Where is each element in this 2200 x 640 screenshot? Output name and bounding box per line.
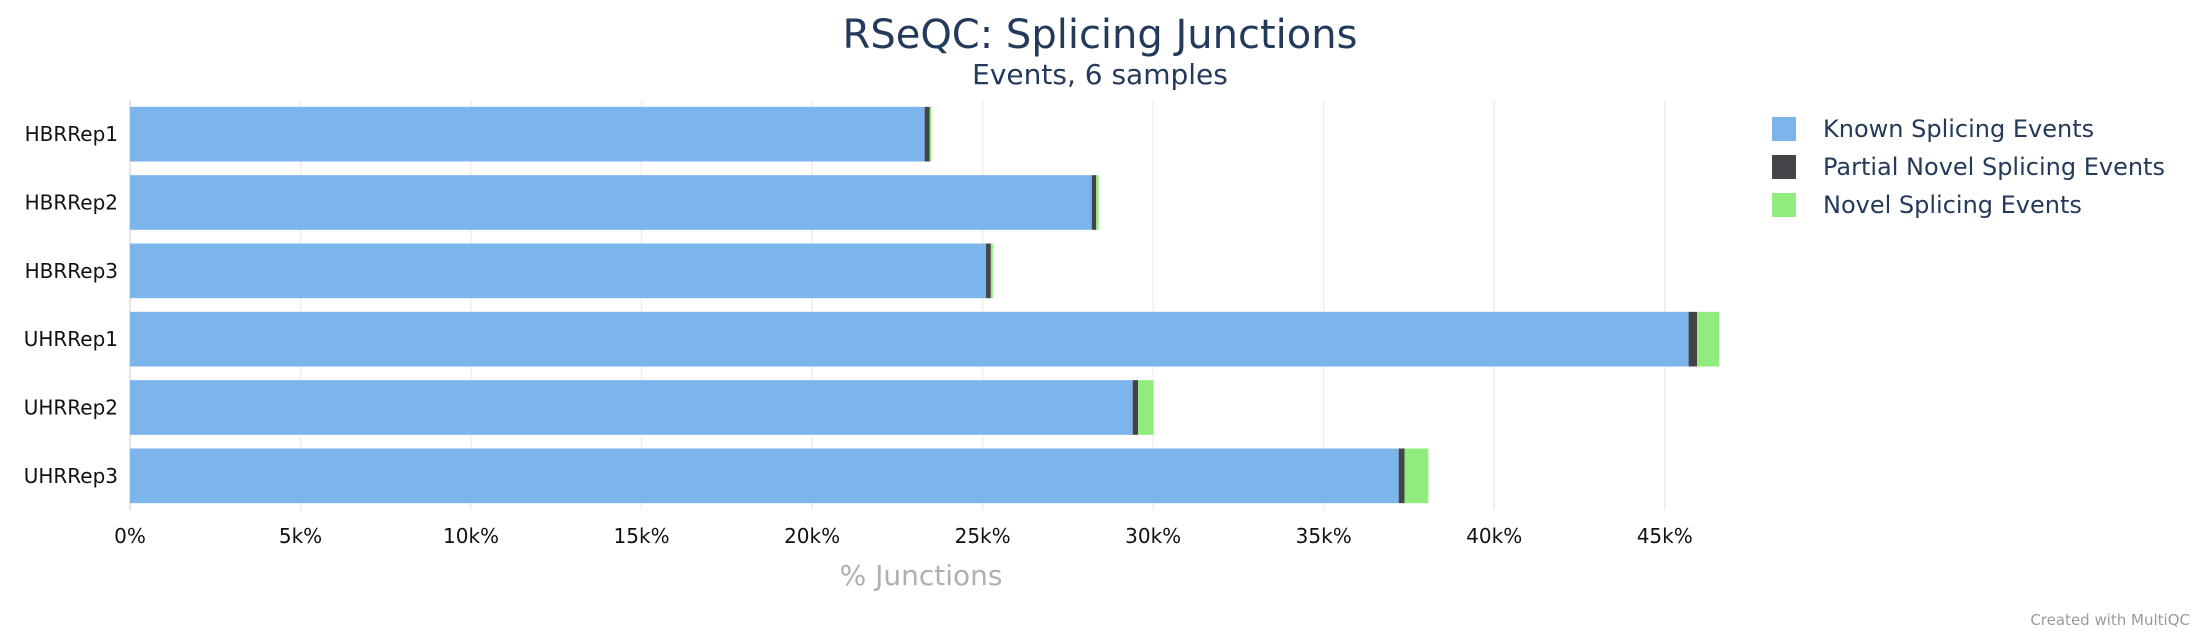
x-tick-label: 20k% — [784, 524, 840, 548]
category-label: HBRRep1 — [25, 122, 118, 146]
bar-segment-UHRRep3-2[interactable] — [1404, 448, 1429, 504]
x-tick-label: 15k% — [614, 524, 670, 548]
category-label: HBRRep3 — [25, 259, 118, 283]
x-tick-label: 30k% — [1125, 524, 1181, 548]
category-label: HBRRep2 — [25, 191, 118, 215]
bar-segment-UHRRep3-1[interactable] — [1398, 448, 1405, 504]
category-label: UHRRep2 — [24, 396, 118, 420]
bar-segment-UHRRep1-1[interactable] — [1688, 311, 1698, 367]
x-tick-label: 45k% — [1637, 524, 1693, 548]
credit-text: Created with MultiQC — [2030, 611, 2190, 629]
bar-segment-HBRRep2-1[interactable] — [1091, 175, 1097, 230]
bar-segment-UHRRep2-2[interactable] — [1138, 380, 1154, 435]
x-tick-label: 0% — [114, 524, 146, 548]
legend-label[interactable]: Partial Novel Splicing Events — [1823, 153, 2165, 181]
legend[interactable]: Known Splicing Events Partial Novel Splic… — [1772, 115, 2165, 219]
bar-segment-UHRRep1-0[interactable] — [130, 311, 1689, 367]
bar-segment-HBRRep3-0[interactable] — [130, 243, 987, 299]
x-tick-label: 40k% — [1466, 524, 1522, 548]
gridlines — [129, 100, 1666, 510]
x-tick-label: 35k% — [1296, 524, 1352, 548]
bar-segment-UHRRep3-0[interactable] — [130, 448, 1399, 504]
x-axis-title: % Junctions — [840, 559, 1003, 592]
bar-segment-HBRRep1-2[interactable] — [929, 106, 932, 162]
bar-segment-HBRRep3-1[interactable] — [986, 243, 991, 299]
x-tick-label: 10k% — [443, 524, 499, 548]
x-tick-labels: 0% 5k% 10k% 15k% 20k% 25k% 30k% 35k% 40k% 45k% — [114, 524, 1693, 548]
chart-subtitle: Events, 6 samples — [972, 58, 1228, 91]
bar-segment-UHRRep2-1[interactable] — [1132, 380, 1139, 435]
category-label: UHRRep1 — [24, 327, 118, 351]
legend-label[interactable]: Novel Splicing Events — [1823, 191, 2082, 219]
bar-segment-UHRRep1-2[interactable] — [1697, 311, 1720, 367]
legend-label[interactable]: Known Splicing Events — [1823, 115, 2094, 143]
bar-segment-HBRRep1-0[interactable] — [130, 106, 925, 162]
bar-segment-HBRRep2-0[interactable] — [130, 175, 1092, 230]
legend-swatch[interactable] — [1772, 155, 1796, 179]
legend-swatch[interactable] — [1772, 193, 1796, 217]
chart-title: RSeQC: Splicing Junctions — [843, 12, 1358, 58]
x-tick-label: 5k% — [279, 524, 322, 548]
bars-group — [130, 106, 1720, 504]
category-label: UHRRep3 — [24, 464, 118, 488]
bar-segment-HBRRep1-1[interactable] — [924, 106, 930, 162]
legend-swatch[interactable] — [1772, 117, 1796, 141]
x-tick-label: 25k% — [955, 524, 1011, 548]
bar-segment-HBRRep3-2[interactable] — [990, 243, 993, 299]
category-labels: HBRRep1 HBRRep2 HBRRep3 UHRRep1 UHRRep2 UHRRe… — [24, 122, 118, 488]
bar-segment-HBRRep2-2[interactable] — [1096, 175, 1099, 230]
bar-segment-UHRRep2-0[interactable] — [130, 380, 1133, 435]
